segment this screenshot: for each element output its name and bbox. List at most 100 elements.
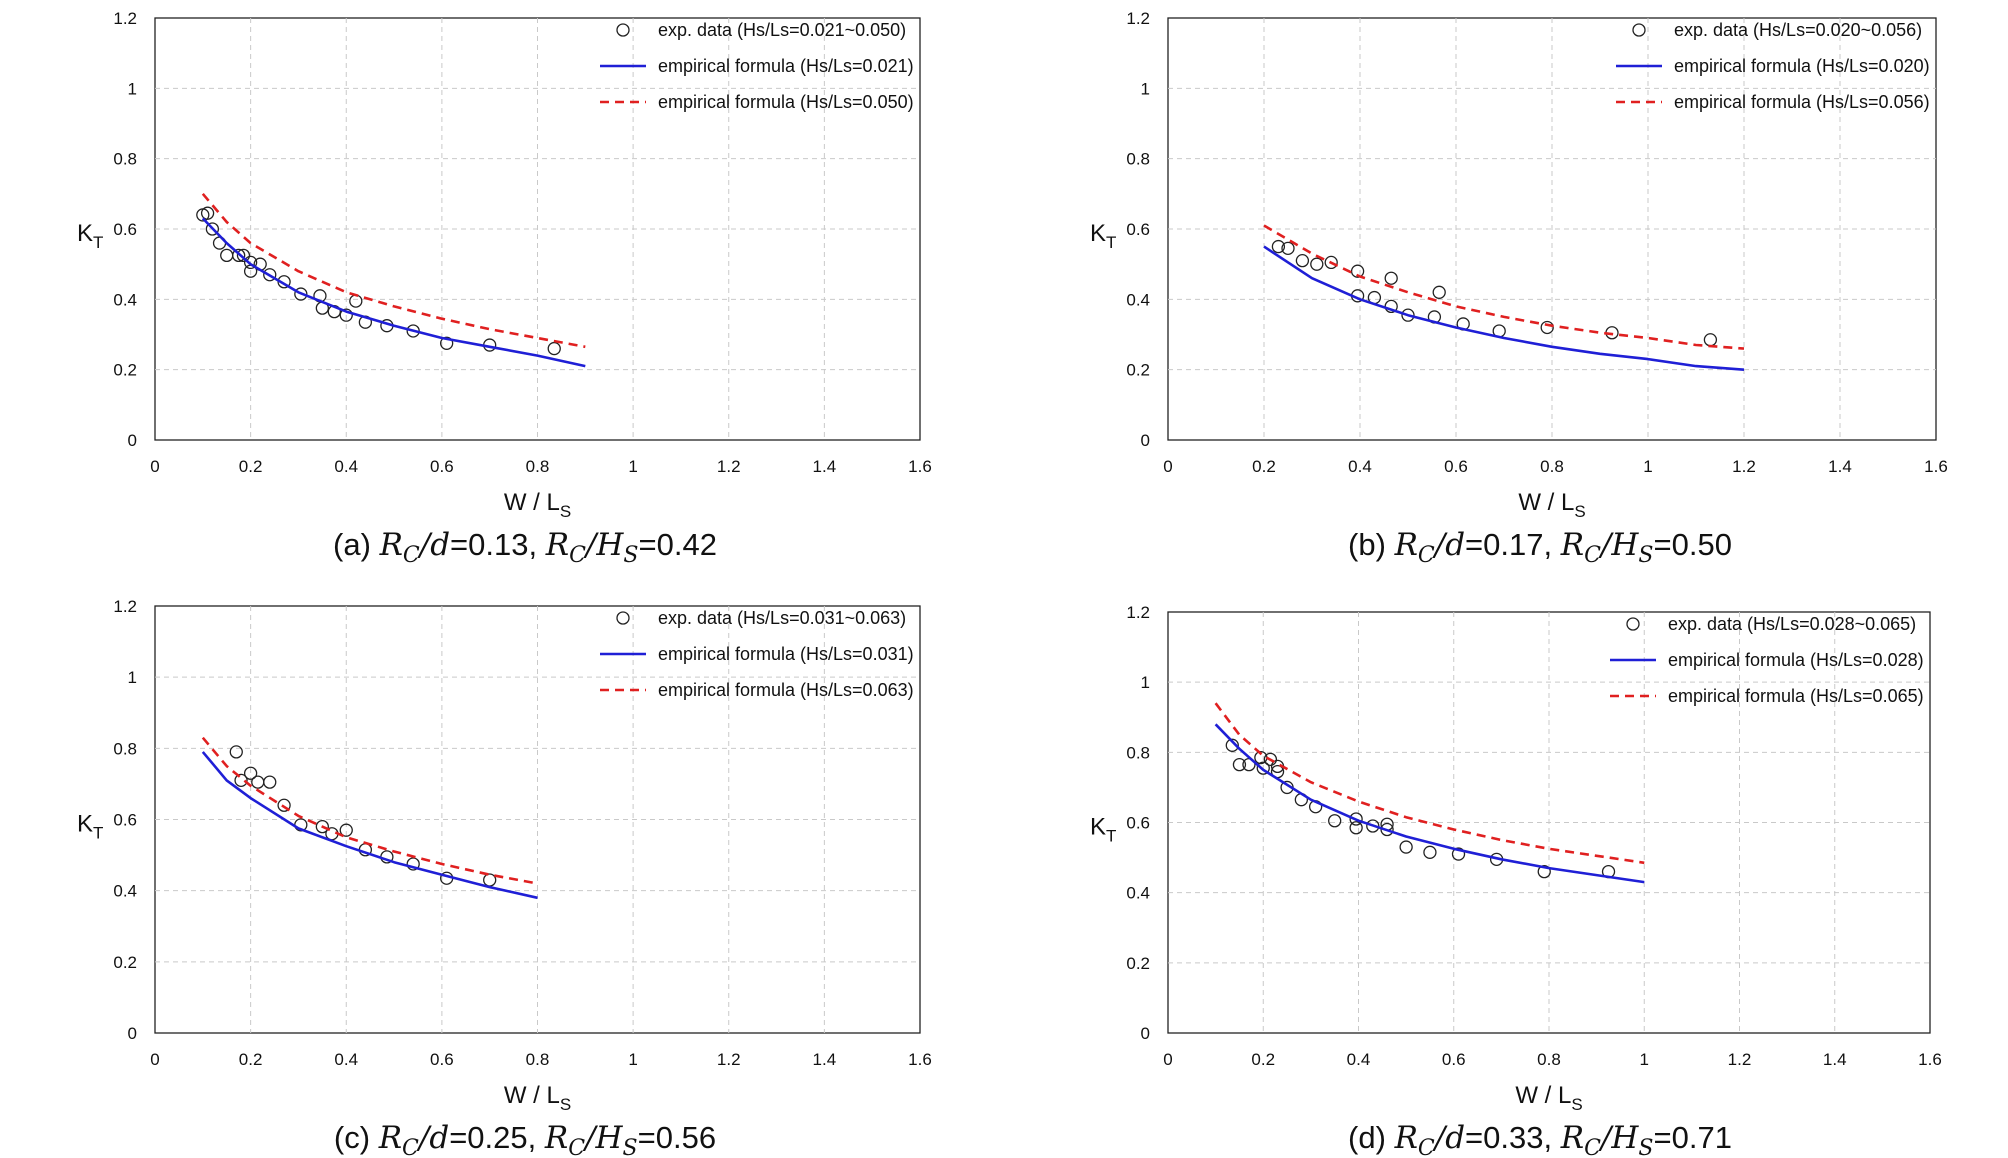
panel-caption: (d) RC/d=0.33, RC/HS=0.71 [1348, 1120, 1732, 1158]
x-axis-title-sub: S [1574, 502, 1585, 521]
y-tick-label: 0 [128, 431, 137, 450]
caption-space [1386, 1120, 1395, 1155]
legend-marker-circle [616, 23, 630, 37]
caption-r: R [379, 527, 403, 563]
x-tick-label: 0.6 [1444, 457, 1468, 476]
x-tick-label: 1.4 [1828, 457, 1852, 476]
x-tick-label: 1.4 [813, 1050, 837, 1069]
data-point [1324, 255, 1338, 270]
x-tick-label: 0.4 [334, 1050, 358, 1069]
caption-slash: /d [417, 527, 450, 563]
x-tick-label: 0 [150, 457, 159, 476]
x-tick-label: 0.8 [1540, 457, 1564, 476]
x-axis-title-main: W / L [504, 1082, 560, 1109]
grid-lines [1168, 18, 1936, 440]
caption-sub-c: C [568, 1136, 585, 1158]
legend: exp. data (Hs/Ls=0.020~0.056) empirical f… [1616, 20, 1930, 112]
x-tick-label: 0 [1163, 457, 1172, 476]
x-axis-title-main: W / L [504, 489, 560, 516]
x-tick-label: 0.8 [526, 1050, 550, 1069]
data-point [339, 823, 353, 837]
caption-panel-label: (c) [334, 1120, 370, 1155]
caption-eq: = [1465, 527, 1483, 562]
data-point [406, 857, 420, 871]
panel-caption: (b) RC/d=0.17, RC/HS=0.50 [1348, 527, 1732, 568]
data-point [339, 308, 353, 322]
series-formula-dashed [201, 736, 538, 885]
data-point [1263, 752, 1278, 766]
x-tick-label: 1 [628, 457, 637, 476]
x-tick-label: 1 [1643, 457, 1652, 476]
caption-rc-d-value: 0.25 [467, 1120, 527, 1155]
y-tick-label: 1.2 [1126, 603, 1150, 622]
x-tick-label: 0.6 [430, 457, 454, 476]
x-axis-title-sub: S [560, 1095, 571, 1114]
caption-slash: /H [583, 527, 624, 563]
data-point [1349, 821, 1363, 835]
y-tick-label: 0.4 [1126, 884, 1150, 903]
series-formula-dashed [201, 192, 586, 349]
x-tick-label: 0.8 [526, 457, 550, 476]
caption-slash: /d [1432, 1120, 1465, 1156]
caption-r: R [1394, 527, 1418, 563]
data-point [1366, 819, 1380, 833]
data-point [1256, 761, 1270, 775]
y-tick-label: 0.4 [113, 882, 137, 901]
data-point [440, 336, 454, 350]
x-tick-label: 0.6 [1442, 1050, 1466, 1069]
caption-sub-c: C [569, 543, 586, 568]
data-point [1451, 847, 1466, 861]
panel-caption: (c) RC/d=0.25, RC/HS=0.56 [334, 1120, 716, 1158]
data-point [1232, 757, 1247, 772]
chart-panel-c: 0 0.2 0.4 0.6 0.8 1 1.2 1.4 1.6 0 0.2 0.4 0.6 0.8 1 1.2… [77, 597, 932, 1158]
x-axis-title-main: W / L [1518, 489, 1574, 516]
legend-entry-label: exp. data (Hs/Ls=0.021~0.050) [658, 20, 906, 40]
y-tick-label: 0.4 [1126, 290, 1150, 309]
caption-sub-s: S [623, 543, 638, 568]
x-tick-label: 1.6 [1924, 457, 1948, 476]
caption-r: R [544, 1120, 568, 1156]
y-tick-label: 0 [1141, 431, 1150, 450]
y-tick-label: 0.6 [1126, 814, 1150, 833]
data-point [1295, 253, 1310, 268]
chart-panel-d: 0 0.2 0.4 0.6 0.8 1 1.2 1.4 1.6 0 0.2 0.4 0.6 0.8 1 1.2… [1090, 603, 1942, 1158]
legend-marker-circle [1626, 617, 1640, 631]
series-formula-solid [201, 217, 586, 368]
x-tick-label: 0.6 [430, 1050, 454, 1069]
x-tick-label: 1.2 [1728, 1050, 1752, 1069]
y-tick-label: 1.2 [113, 9, 137, 28]
caption-eq: = [638, 527, 656, 562]
data-point [1310, 257, 1324, 271]
y-axis-title-main: K [77, 811, 93, 838]
series-formula-solid [201, 751, 538, 900]
y-axis-title-sub: T [1106, 233, 1116, 252]
caption-rc-hs-value: 0.42 [657, 527, 717, 562]
x-tick-label: 1.2 [1732, 457, 1756, 476]
series-formula-dashed [1214, 702, 1645, 865]
y-axis-title-sub: T [93, 824, 103, 843]
legend-marker-circle [616, 611, 630, 625]
caption-comma: , [1544, 1120, 1561, 1155]
y-tick-label: 0.2 [1126, 361, 1150, 380]
data-point [232, 248, 246, 263]
caption-comma: , [1544, 527, 1561, 562]
caption-panel-label: (b) [1348, 527, 1386, 562]
caption-sub-c: C [1584, 1136, 1601, 1158]
caption-slash: /d [1432, 527, 1465, 563]
y-axis-title-main: K [1090, 220, 1106, 247]
y-axis-title: KT [77, 811, 103, 843]
chart-panel-b: 0 0.2 0.4 0.6 0.8 1 1.2 1.4 1.6 0 0.2 0.4 0.6 0.8 1 1.2… [1090, 9, 1948, 568]
x-tick-label: 0.2 [1252, 457, 1276, 476]
data-point [1432, 285, 1446, 299]
caption-eq: = [450, 527, 468, 562]
y-tick-label: 1 [1141, 673, 1150, 692]
legend: exp. data (Hs/Ls=0.021~0.050) empirical f… [600, 20, 914, 112]
data-point [1399, 840, 1413, 854]
chart-panel-a: 0 0.2 0.4 0.6 0.8 1 1.2 1.4 1.6 0 0.2 0.4 0.6 0.8 1 1.2… [77, 9, 932, 568]
data-point [1349, 812, 1363, 826]
data-point [234, 773, 248, 788]
caption-comma: , [529, 527, 546, 562]
y-axis-title-main: K [77, 220, 93, 247]
y-tick-label: 1 [1141, 79, 1150, 98]
y-axis-title-sub: T [93, 233, 103, 252]
